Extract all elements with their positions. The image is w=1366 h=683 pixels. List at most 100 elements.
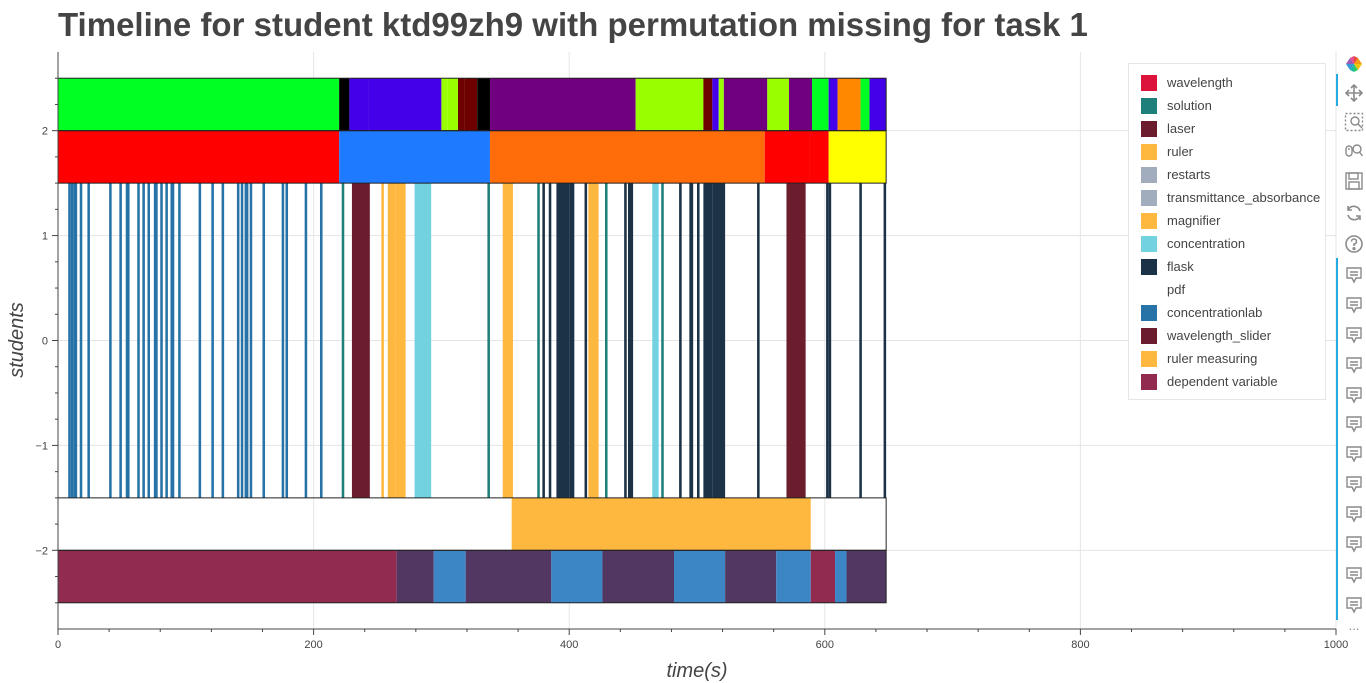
timeline-segment[interactable]: [635, 78, 704, 131]
legend-item[interactable]: laser: [1129, 117, 1325, 140]
timeline-segment[interactable]: [73, 183, 78, 498]
timeline-segment[interactable]: [178, 183, 181, 498]
timeline-segment[interactable]: [883, 183, 887, 498]
timeline-segment[interactable]: [304, 183, 308, 498]
timeline-segment[interactable]: [810, 550, 836, 603]
timeline-segment[interactable]: [153, 183, 158, 498]
timeline-segment[interactable]: [551, 550, 603, 603]
timeline-segment[interactable]: [240, 183, 244, 498]
timeline-segment[interactable]: [835, 550, 847, 603]
legend-item[interactable]: magnifier: [1129, 209, 1325, 232]
timeline-segment[interactable]: [433, 550, 466, 603]
timeline-segment[interactable]: [712, 183, 726, 498]
timeline-segment[interactable]: [718, 78, 724, 131]
legend-item[interactable]: concentration: [1129, 232, 1325, 255]
timeline-segment[interactable]: [262, 183, 266, 498]
timeline-segment[interactable]: [828, 183, 832, 498]
timeline-segment[interactable]: [414, 183, 432, 498]
timeline-segment[interactable]: [661, 183, 664, 498]
hover-icon[interactable]: [1342, 472, 1366, 496]
timeline-segment[interactable]: [604, 183, 608, 498]
timeline-segment[interactable]: [441, 78, 448, 131]
timeline-segment[interactable]: [349, 78, 369, 131]
timeline-segment[interactable]: [142, 183, 145, 498]
timeline-segment[interactable]: [569, 183, 575, 498]
box-zoom-icon[interactable]: [1342, 110, 1366, 134]
timeline-segment[interactable]: [860, 78, 870, 131]
legend-item[interactable]: solution: [1129, 94, 1325, 117]
timeline-segment[interactable]: [58, 130, 340, 184]
legend-item[interactable]: transmittance_absorbance: [1129, 186, 1325, 209]
timeline-segment[interactable]: [396, 550, 434, 603]
timeline-segment[interactable]: [198, 183, 202, 498]
timeline-segment[interactable]: [339, 78, 350, 131]
save-icon[interactable]: [1342, 169, 1366, 193]
timeline-segment[interactable]: [236, 183, 240, 498]
hover-icon[interactable]: [1342, 593, 1366, 617]
hover-icon[interactable]: [1342, 293, 1366, 317]
timeline-segment[interactable]: [489, 78, 636, 131]
timeline-segment[interactable]: [725, 550, 777, 603]
timeline-segment[interactable]: [211, 183, 214, 498]
timeline-segment[interactable]: [458, 78, 465, 131]
timeline-segment[interactable]: [859, 183, 862, 498]
timeline-segment[interactable]: [627, 183, 634, 498]
hover-icon[interactable]: [1342, 323, 1366, 347]
timeline-segment[interactable]: [826, 183, 829, 498]
pan-icon[interactable]: [1342, 81, 1366, 105]
timeline-segment[interactable]: [846, 550, 887, 603]
legend-item[interactable]: ruler: [1129, 140, 1325, 163]
timeline-segment[interactable]: [319, 183, 323, 498]
hover-icon[interactable]: [1342, 563, 1366, 587]
timeline-segment[interactable]: [489, 130, 765, 184]
timeline-segment[interactable]: [689, 183, 694, 498]
timeline-segment[interactable]: [165, 183, 168, 498]
timeline-segment[interactable]: [170, 183, 175, 498]
timeline-segment[interactable]: [556, 183, 570, 498]
legend-item[interactable]: wavelength: [1129, 71, 1325, 94]
timeline-segment[interactable]: [125, 183, 130, 498]
timeline-segment[interactable]: [368, 78, 442, 131]
timeline-segment[interactable]: [249, 183, 253, 498]
timeline-segment[interactable]: [381, 183, 384, 498]
timeline-segment[interactable]: [70, 183, 74, 498]
timeline-segment[interactable]: [828, 78, 838, 131]
hover-icon[interactable]: [1342, 412, 1366, 436]
hover-icon[interactable]: [1342, 502, 1366, 526]
timeline-segment[interactable]: [339, 130, 490, 184]
timeline-bars[interactable]: [58, 78, 887, 603]
timeline-segment[interactable]: [703, 78, 713, 131]
timeline-segment[interactable]: [281, 183, 285, 498]
legend-item[interactable]: restarts: [1129, 163, 1325, 186]
timeline-segment[interactable]: [542, 183, 545, 498]
hover-icon[interactable]: [1342, 532, 1366, 556]
hover-icon[interactable]: [1342, 263, 1366, 287]
timeline-segment[interactable]: [285, 183, 289, 498]
legend-item[interactable]: wavelength_slider: [1129, 324, 1325, 347]
timeline-segment[interactable]: [68, 183, 71, 498]
timeline-segment[interactable]: [673, 550, 726, 603]
timeline-segment[interactable]: [828, 130, 887, 184]
timeline-segment[interactable]: [588, 183, 599, 498]
timeline-segment[interactable]: [703, 183, 713, 498]
timeline-segment[interactable]: [767, 78, 790, 131]
timeline-segment[interactable]: [624, 183, 627, 498]
wheel-zoom-icon[interactable]: [1342, 139, 1366, 163]
timeline-segment[interactable]: [837, 78, 861, 131]
timeline-segment[interactable]: [723, 78, 768, 131]
timeline-segment[interactable]: [869, 78, 887, 131]
timeline-segment[interactable]: [712, 78, 719, 131]
timeline-segment[interactable]: [809, 130, 829, 184]
timeline-segment[interactable]: [87, 183, 90, 498]
timeline-segment[interactable]: [79, 183, 83, 498]
timeline-segment[interactable]: [487, 183, 490, 498]
timeline-segment[interactable]: [244, 183, 249, 498]
bokeh-logo-icon[interactable]: [1342, 52, 1366, 76]
timeline-segment[interactable]: [584, 183, 588, 498]
timeline-segment[interactable]: [221, 183, 225, 498]
timeline-segment[interactable]: [395, 183, 406, 498]
timeline-segment[interactable]: [147, 183, 151, 498]
timeline-segment[interactable]: [447, 78, 459, 131]
reset-icon[interactable]: [1342, 201, 1366, 225]
